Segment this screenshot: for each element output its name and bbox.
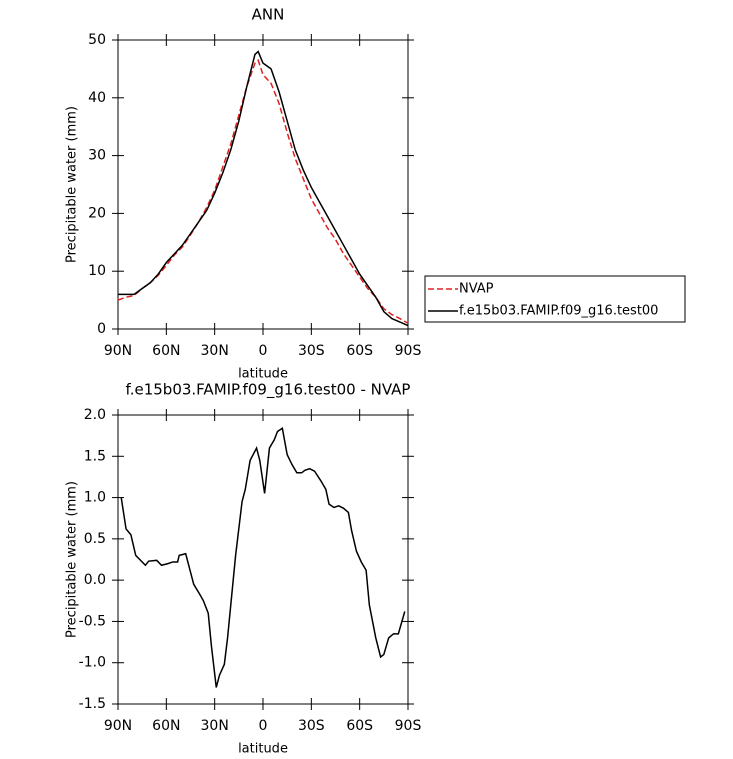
legend-label: f.e15b03.FAMIP.f09_g16.test00: [459, 304, 658, 319]
x-tick-label: 0: [259, 343, 268, 359]
x-tick-label: 30S: [298, 718, 325, 734]
x-tick-label: 90S: [395, 718, 422, 734]
y-tick-label: 0.0: [84, 572, 106, 588]
chart-title: ANN: [252, 6, 285, 24]
y-tick-label: 1.0: [84, 490, 106, 506]
x-tick-label: 90N: [104, 718, 132, 734]
y-tick-label: 20: [88, 205, 106, 221]
x-tick-label: 60S: [346, 718, 373, 734]
x-axis-label: latitude: [238, 742, 288, 756]
x-tick-label: 0: [259, 718, 268, 734]
legend-box: [424, 275, 686, 323]
data-line: [118, 50, 409, 327]
y-tick-label: 0: [97, 321, 106, 337]
x-tick-label: 90S: [395, 343, 422, 359]
y-axis-label: Precipitable water (mm): [65, 481, 80, 638]
y-tick-label: -1.0: [79, 655, 106, 671]
y-tick-label: 10: [88, 263, 106, 279]
y-axis-label: Precipitable water (mm): [65, 106, 80, 263]
plot-frame: [117, 414, 409, 705]
data-line: [117, 58, 409, 324]
plot-frame: [117, 39, 409, 330]
y-tick-label: 50: [88, 32, 106, 48]
x-tick-label: 60N: [152, 718, 180, 734]
y-tick-label: -1.5: [79, 696, 106, 712]
y-tick-label: 30: [88, 148, 106, 164]
x-tick-label: 30S: [298, 343, 325, 359]
x-tick-label: 90N: [104, 343, 132, 359]
x-tick-label: 60N: [152, 343, 180, 359]
chart-title: f.e15b03.FAMIP.f09_g16.test00 - NVAP: [126, 381, 411, 400]
y-tick-label: 1.5: [84, 448, 106, 464]
x-tick-label: 60S: [346, 343, 373, 359]
x-axis-label: latitude: [238, 367, 288, 382]
y-tick-label: 2.0: [84, 407, 106, 423]
x-tick-label: 30N: [201, 343, 229, 359]
x-tick-label: 30N: [201, 718, 229, 734]
y-tick-label: -0.5: [79, 613, 106, 629]
y-tick-label: 40: [88, 90, 106, 106]
y-tick-label: 0.5: [84, 531, 106, 547]
data-line: [120, 426, 406, 688]
legend-label: NVAP: [459, 282, 494, 297]
